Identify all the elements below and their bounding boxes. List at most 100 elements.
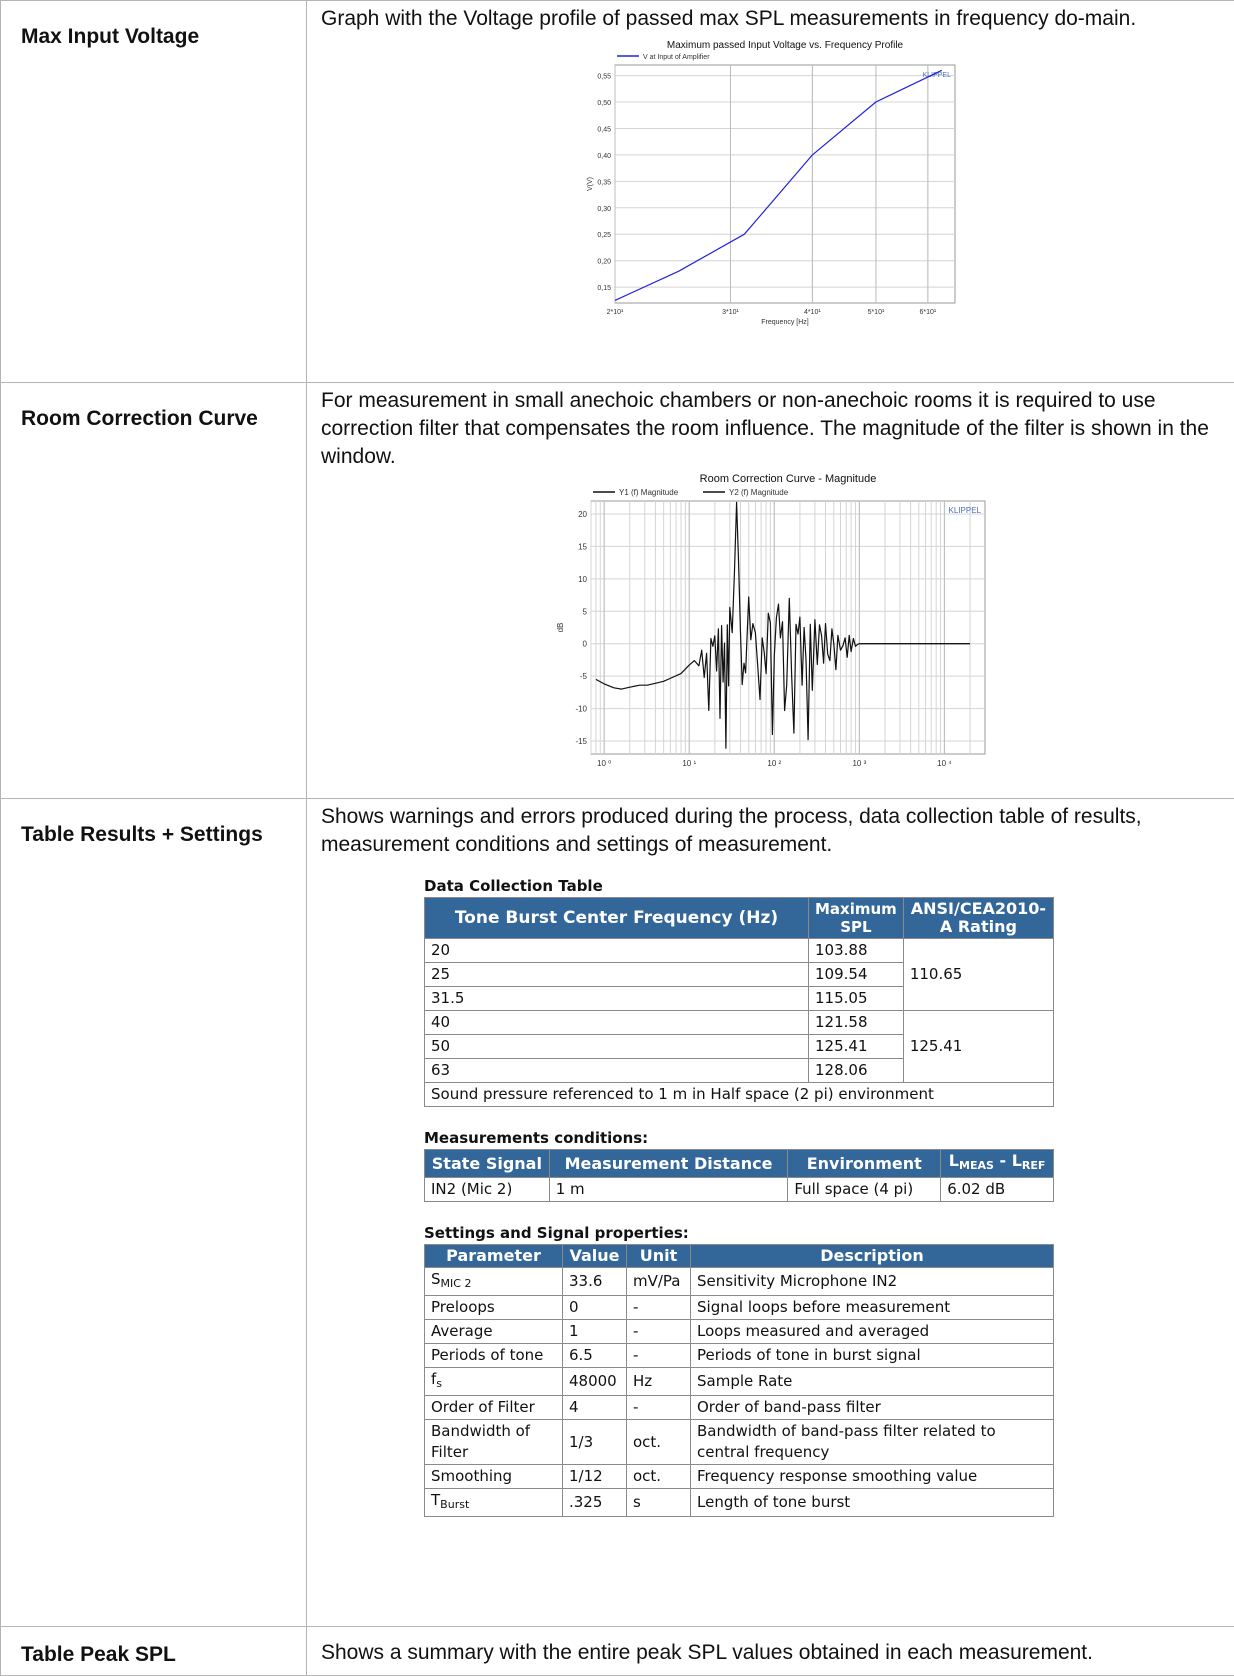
cell-spl: 103.88 <box>808 938 904 963</box>
y-tick-label: -15 <box>575 737 587 746</box>
cell-description: Frequency response smoothing value <box>690 1464 1054 1489</box>
table-row: Bandwidth of Filter 1/3 oct. Bandwidth of b… <box>424 1419 1054 1465</box>
cell-value: 1/3 <box>562 1419 627 1465</box>
cell-unit: mV/Pa <box>626 1267 691 1296</box>
settings-title: Settings and Signal properties: <box>424 1224 689 1242</box>
y-tick-label: 0,15 <box>597 285 611 292</box>
y-tick-label: 0,55 <box>597 74 611 81</box>
cell-parameter: Order of Filter <box>424 1395 563 1420</box>
conditions-table: State Signal Measurement Distance Enviro… <box>424 1149 1054 1202</box>
parameter-subscript: Burst <box>440 1498 470 1511</box>
x-tick-label: 6*10¹ <box>919 309 936 316</box>
y-tick-label: 0,45 <box>597 126 611 133</box>
cell-unit: - <box>626 1319 691 1344</box>
cell-parameter: Average <box>424 1319 563 1344</box>
table-footer: Sound pressure referenced to 1 m in Half… <box>424 1082 1054 1107</box>
cell-value: 33.6 <box>562 1267 627 1296</box>
klippel-watermark: KLIPPEL <box>948 506 981 515</box>
table-row: 20 103.88 110.65 <box>424 938 1055 1011</box>
x-tick-label: 10 ⁰ <box>597 759 611 768</box>
parameter-subscript: s <box>436 1377 443 1390</box>
cell-unit: Hz <box>626 1367 691 1396</box>
cell-description: Bandwidth of band-pass filter related to… <box>690 1419 1054 1465</box>
x-axis-label: Frequency [Hz] <box>761 319 809 326</box>
y-tick-label: 0,20 <box>597 259 611 266</box>
cell-level-difference: 6.02 dB <box>940 1177 1054 1202</box>
header-environment: Environment <box>787 1149 942 1178</box>
cell-spl: 128.06 <box>808 1058 904 1083</box>
header-max-spl: Maximum SPL <box>808 897 904 939</box>
cell-description: Length of tone burst <box>690 1488 1054 1517</box>
cell-spl: 115.05 <box>808 986 904 1011</box>
cell-frequency: 25 <box>424 962 809 987</box>
parameter-name: Order of Filter <box>431 1398 535 1416</box>
row-description: Graph with the Voltage profile of passed… <box>321 7 1137 30</box>
parameter-subscript: MIC 2 <box>440 1277 472 1290</box>
cell-unit: oct. <box>626 1464 691 1489</box>
cell-parameter: Periods of tone <box>424 1343 563 1368</box>
y-tick-label: 0 <box>582 640 587 649</box>
series-line <box>595 501 970 749</box>
cell-rating: 110.65 <box>902 938 1055 1011</box>
y-tick-label: 0,50 <box>597 100 611 107</box>
x-tick-label: 10 ³ <box>852 759 866 768</box>
report: Data Collection Table Tone Burst Center … <box>424 877 1055 1517</box>
y-tick-label: 20 <box>578 510 587 519</box>
y-tick-label: -5 <box>579 672 587 681</box>
cell-state-signal: IN2 (Mic 2) <box>424 1177 550 1202</box>
x-tick-label: 10 ⁴ <box>937 759 952 768</box>
voltage-chart-svg: 0,15 0,20 0,25 0,30 0,35 0,40 0,45 0,50 0,55 2*10… <box>587 40 955 326</box>
y-axis-label: V(V) <box>587 177 594 191</box>
cell-frequency: 20 <box>424 938 809 963</box>
y-axis-label: dB <box>556 623 565 633</box>
row-description: Shows warnings and errors produced durin… <box>321 805 1142 856</box>
header-unit: Unit <box>626 1244 691 1268</box>
parameter-name: Bandwidth of Filter <box>431 1422 531 1461</box>
cell-parameter: Bandwidth of Filter <box>424 1419 563 1465</box>
cell-spl: 109.54 <box>808 962 904 987</box>
cell-value: 1/12 <box>562 1464 627 1489</box>
y-tick-label: -10 <box>575 705 587 714</box>
table-row: Order of Filter 4- Order of band-pass filt… <box>424 1395 1054 1420</box>
table-row: Average 1- Loops measured and averaged <box>424 1319 1054 1344</box>
y-tick-label: 0,40 <box>597 153 611 160</box>
cell-unit: - <box>626 1295 691 1320</box>
cell-frequency: 31.5 <box>424 986 809 1011</box>
cell-description: Periods of tone in burst signal <box>690 1343 1054 1368</box>
cell-spl: 125.41 <box>808 1034 904 1059</box>
header-sep: - L <box>993 1151 1022 1170</box>
chart-title: Room Correction Curve - Magnitude <box>699 473 876 485</box>
row-label: Table Results + Settings <box>0 798 307 1627</box>
row-description: For measurement in small anechoic chambe… <box>321 389 1209 468</box>
table-row: Smoothing 1/12 oct. Frequency response smoo… <box>424 1464 1054 1489</box>
row-max-input-voltage: Max Input Voltage Graph with the Voltage… <box>0 0 1234 383</box>
x-tick-label: 3*10¹ <box>722 309 739 316</box>
cell-value: 1 <box>562 1319 627 1344</box>
data-collection-table: Tone Burst Center Frequency (Hz) Maximum… <box>424 897 1055 1107</box>
header-rating: ANSI/CEA2010-A Rating <box>902 897 1055 939</box>
cell-value: 4 <box>562 1395 627 1420</box>
parameter-name: Preloops <box>431 1298 495 1316</box>
voltage-chart: 0,15 0,20 0,25 0,30 0,35 0,40 0,45 0,50 0,55 2*10… <box>583 37 959 327</box>
row-label: Max Input Voltage <box>0 0 307 383</box>
y-tick-label: 10 <box>578 575 587 584</box>
parameter-name: Periods of tone <box>431 1346 544 1364</box>
header-description: Description <box>690 1244 1054 1268</box>
header-frequency: Tone Burst Center Frequency (Hz) <box>424 897 809 939</box>
x-tick-label: 10 ¹ <box>682 759 696 768</box>
parameter-name: Average <box>431 1322 493 1340</box>
cell-frequency: 63 <box>424 1058 809 1083</box>
header-sub-ref: REF <box>1021 1159 1046 1172</box>
x-tick-label: 10 ² <box>767 759 781 768</box>
header-distance: Measurement Distance <box>548 1149 789 1178</box>
plot-area <box>614 64 955 304</box>
chart-title: Maximum passed Input Voltage vs. Frequen… <box>666 40 903 51</box>
cell-frequency: 50 <box>424 1034 809 1059</box>
cell-parameter: Smoothing <box>424 1464 563 1489</box>
row-table-peak-spl: Table Peak SPL Shows a summary with the … <box>0 1626 1234 1676</box>
klippel-watermark: KLIPPEL <box>922 72 951 79</box>
header-l-main: L <box>948 1151 959 1170</box>
cell-frequency: 40 <box>424 1010 809 1035</box>
